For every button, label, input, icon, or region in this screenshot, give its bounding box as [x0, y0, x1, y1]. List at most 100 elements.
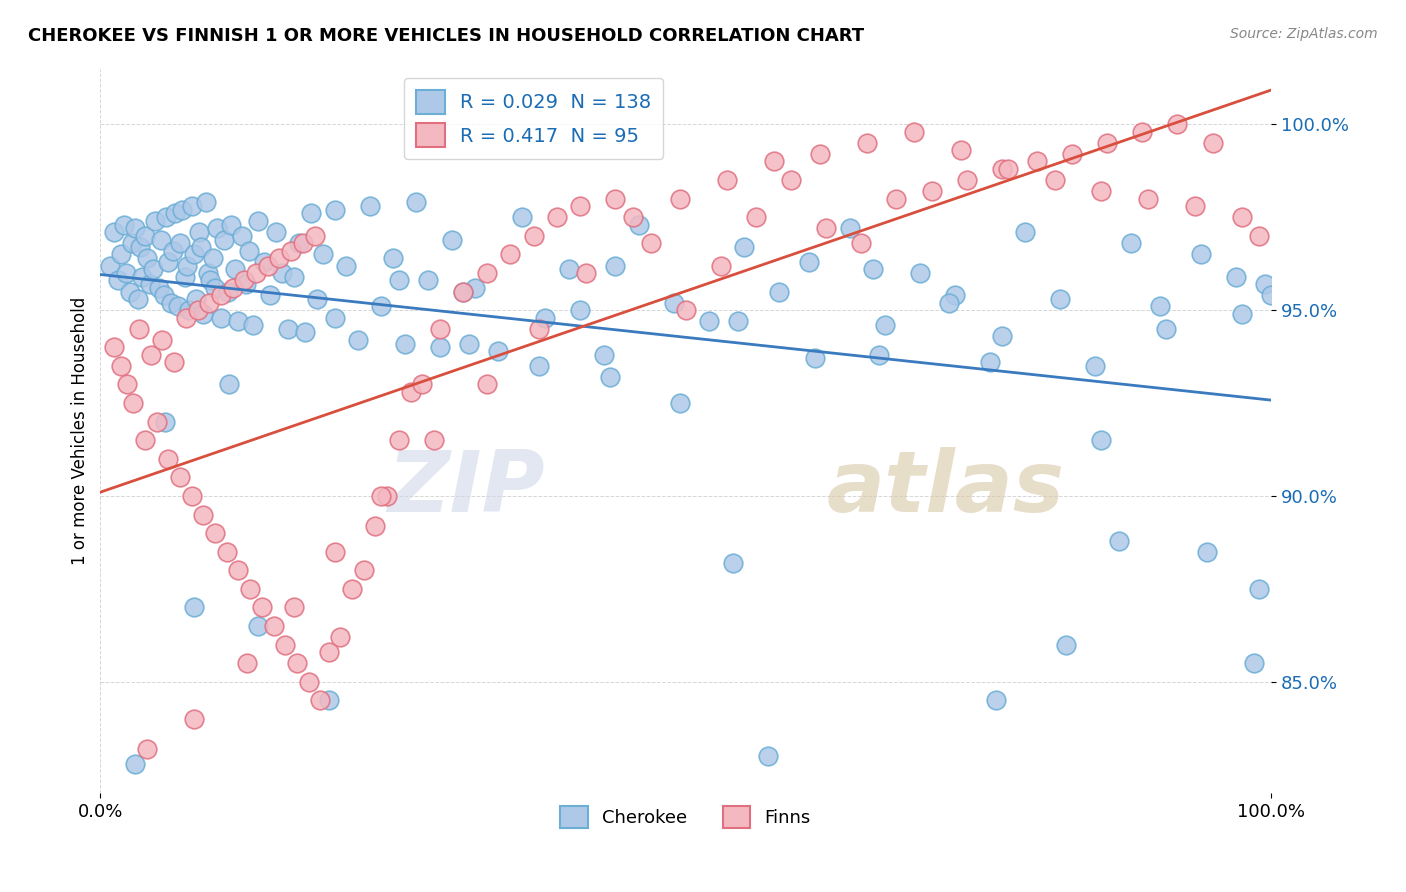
Point [148, 281, 170, 295]
Point [388, 273, 411, 287]
Point [1230, 307, 1253, 321]
Point [134, 228, 156, 243]
Point [174, 310, 197, 325]
Point [163, 355, 186, 369]
Point [808, 147, 831, 161]
Point [1154, 322, 1177, 336]
Point [239, 582, 262, 596]
Point [145, 214, 167, 228]
Point [903, 125, 925, 139]
Point [1260, 288, 1282, 302]
Point [145, 415, 167, 429]
Point [150, 233, 173, 247]
Point [134, 434, 156, 448]
Point [1043, 173, 1066, 187]
Point [155, 211, 177, 225]
Point [270, 266, 292, 280]
Point [669, 396, 692, 410]
Point [815, 221, 838, 235]
Point [118, 285, 141, 299]
Point [131, 269, 153, 284]
Point [335, 259, 357, 273]
Point [353, 563, 375, 577]
Point [152, 288, 174, 302]
Point [305, 292, 328, 306]
Point [323, 202, 346, 217]
Point [949, 143, 972, 157]
Point [1254, 277, 1277, 292]
Point [418, 273, 440, 287]
Point [1184, 199, 1206, 213]
Point [1166, 117, 1188, 131]
Point [138, 277, 160, 292]
Point [873, 318, 896, 332]
Point [242, 318, 264, 332]
Point [288, 236, 311, 251]
Point [908, 266, 931, 280]
Point [762, 154, 785, 169]
Point [110, 247, 132, 261]
Point [1095, 136, 1118, 150]
Point [359, 199, 381, 213]
Point [176, 259, 198, 273]
Point [312, 247, 335, 261]
Point [1014, 225, 1036, 239]
Point [1054, 638, 1077, 652]
Point [768, 285, 790, 299]
Point [117, 377, 139, 392]
Point [370, 489, 392, 503]
Point [984, 693, 1007, 707]
Point [429, 340, 451, 354]
Point [221, 281, 243, 295]
Point [721, 556, 744, 570]
Point [318, 645, 340, 659]
Point [370, 300, 392, 314]
Point [569, 303, 592, 318]
Point [1225, 269, 1247, 284]
Point [165, 206, 187, 220]
Point [1090, 434, 1112, 448]
Point [124, 221, 146, 235]
Point [727, 314, 749, 328]
Point [245, 266, 267, 280]
Point [231, 228, 253, 243]
Point [259, 288, 281, 302]
Point [204, 526, 226, 541]
Point [235, 277, 257, 292]
Point [169, 236, 191, 251]
Point [256, 259, 278, 273]
Point [394, 336, 416, 351]
Point [621, 211, 644, 225]
Point [575, 266, 598, 280]
Point [399, 384, 422, 399]
Point [200, 273, 222, 287]
Point [546, 211, 568, 225]
Point [733, 240, 755, 254]
Point [299, 206, 322, 220]
Point [112, 218, 135, 232]
Point [201, 251, 224, 265]
Point [180, 199, 202, 213]
Point [179, 303, 201, 318]
Point [453, 285, 475, 299]
Point [221, 218, 243, 232]
Point [716, 173, 738, 187]
Point [1084, 359, 1107, 373]
Point [475, 266, 498, 280]
Point [190, 240, 212, 254]
Point [193, 307, 215, 321]
Point [136, 251, 159, 265]
Point [440, 233, 463, 247]
Point [599, 370, 621, 384]
Point [529, 322, 551, 336]
Point [274, 638, 297, 652]
Point [215, 545, 238, 559]
Text: atlas: atlas [827, 448, 1064, 531]
Point [991, 329, 1014, 343]
Point [238, 244, 260, 258]
Point [453, 285, 475, 299]
Point [159, 295, 181, 310]
Point [198, 295, 221, 310]
Point [318, 693, 340, 707]
Point [136, 741, 159, 756]
